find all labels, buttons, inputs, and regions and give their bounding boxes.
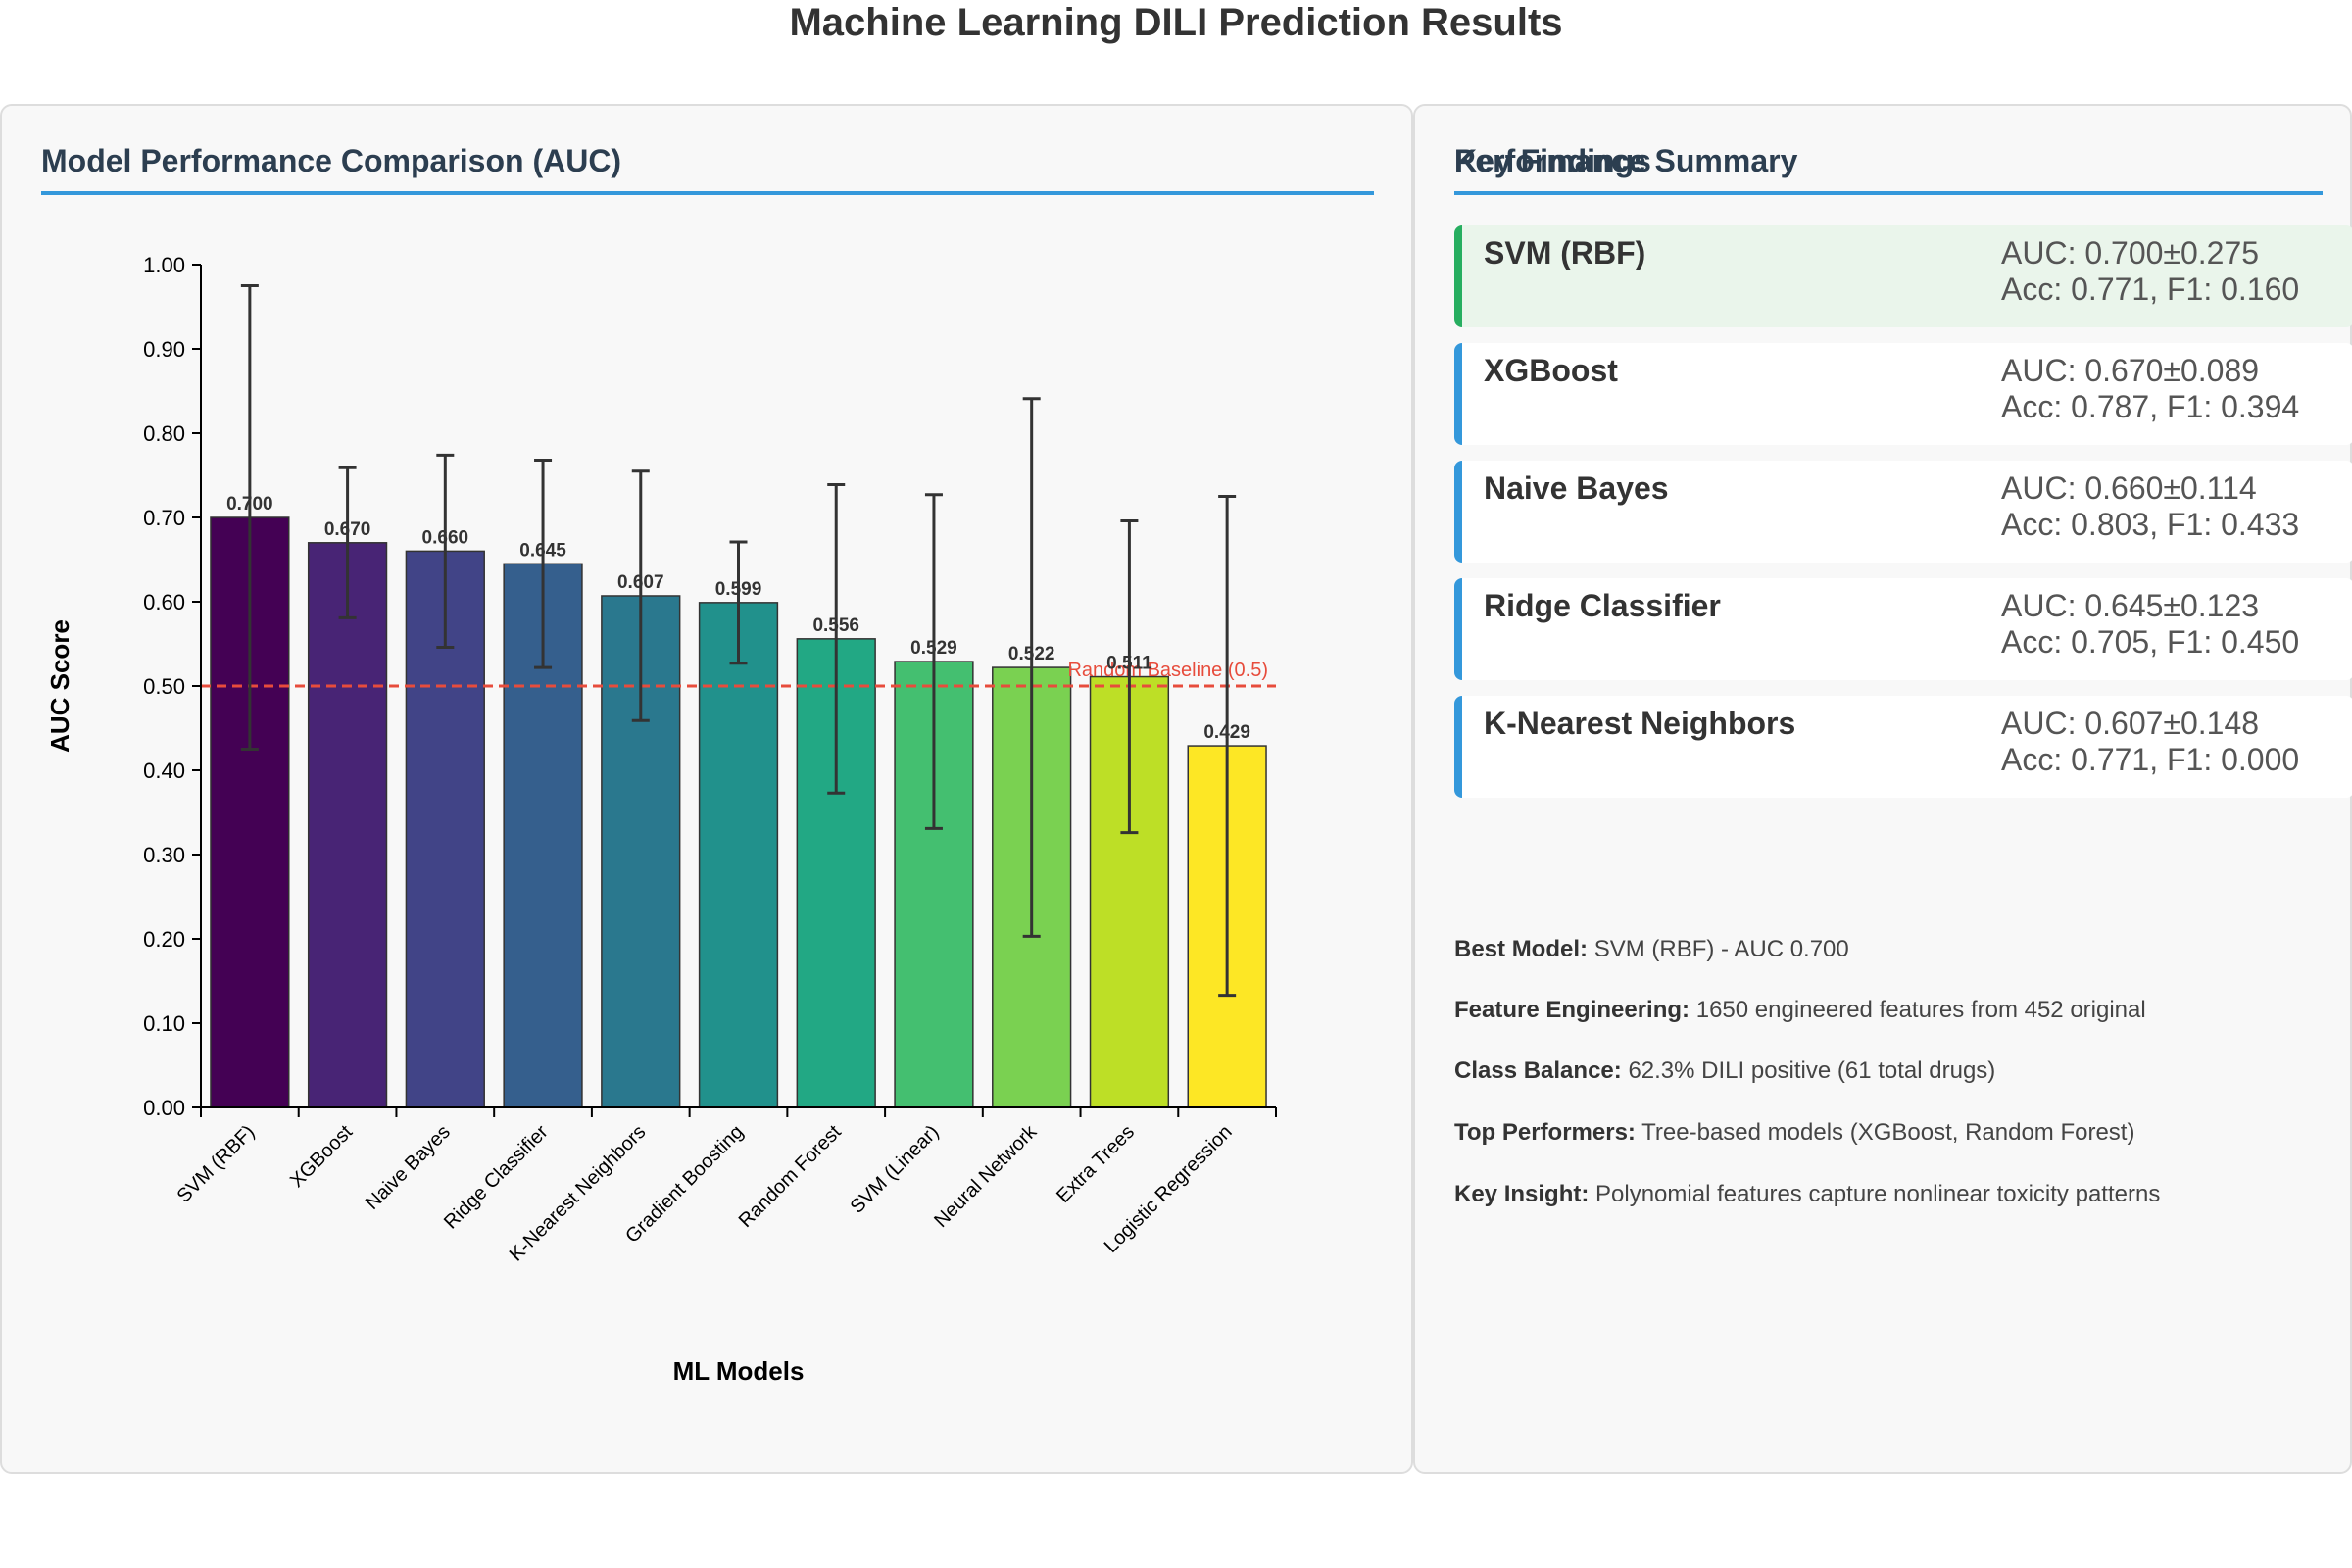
summary-card-auc: AUC: 0.607±0.148 xyxy=(2001,706,2260,741)
summary-card-model-name: Ridge Classifier xyxy=(1484,588,1721,623)
chart-panel: Model Performance Comparison (AUC) Rando… xyxy=(0,104,1413,1474)
finding-text: Polynomial features capture nonlinear to… xyxy=(1595,1181,2161,1207)
bar-value-label: 0.429 xyxy=(1203,722,1250,743)
summary-card-auc: AUC: 0.660±0.114 xyxy=(2001,470,2257,506)
bar-value-label: 0.645 xyxy=(519,540,566,561)
finding-text: 62.3% DILI positive (61 total drugs) xyxy=(1628,1057,1996,1084)
x-tick-label: XGBoost xyxy=(286,1121,357,1192)
summary-card-k-nearest-neighbors: K-Nearest Neighbors AUC: 0.607±0.148 Acc… xyxy=(1454,696,2352,798)
summary-card-auc: AUC: 0.700±0.275 xyxy=(2001,235,2260,270)
y-tick-label: 0.10 xyxy=(143,1011,185,1036)
y-tick-label: 0.70 xyxy=(143,506,185,530)
summary-card-acc-f1: Acc: 0.787, F1: 0.394 xyxy=(2001,389,2300,424)
summary-card-auc: AUC: 0.645±0.123 xyxy=(2001,588,2260,623)
x-tick-label: SVM (RBF) xyxy=(173,1121,260,1207)
bar-value-label: 0.607 xyxy=(617,572,664,593)
finding-class-balance: Class Balance: 62.3% DILI positive (61 t… xyxy=(1454,1056,2317,1086)
summary-card-acc-f1: Acc: 0.771, F1: 0.160 xyxy=(2001,271,2300,307)
summary-card-model-name: K-Nearest Neighbors xyxy=(1484,706,1796,741)
summary-card-naive-bayes: Naive Bayes AUC: 0.660±0.114 Acc: 0.803,… xyxy=(1454,461,2352,563)
bar-value-label: 0.511 xyxy=(1106,654,1152,674)
summary-card-ridge-classifier: Ridge Classifier AUC: 0.645±0.123 Acc: 0… xyxy=(1454,578,2352,680)
finding-text: SVM (RBF) - AUC 0.700 xyxy=(1593,936,1849,962)
finding-label: Top Performers: xyxy=(1454,1119,1636,1146)
y-tick-label: 0.90 xyxy=(143,337,185,362)
x-axis-title: ML Models xyxy=(673,1356,805,1386)
summary-card-metrics: AUC: 0.660±0.114 Acc: 0.803, F1: 0.433 xyxy=(2001,470,2299,543)
bar-value-label: 0.529 xyxy=(910,638,957,659)
summary-card-metrics: AUC: 0.670±0.089 Acc: 0.787, F1: 0.394 xyxy=(2001,353,2299,425)
bar xyxy=(698,602,779,1108)
x-tick-label: SVM (Linear) xyxy=(847,1121,944,1218)
bar-value-label: 0.556 xyxy=(812,615,859,636)
x-tick-label: Naive Bayes xyxy=(362,1121,455,1214)
bar-value-label: 0.660 xyxy=(422,527,469,548)
x-tick-label: Ridge Classifier xyxy=(440,1121,553,1234)
summary-card-metrics: AUC: 0.607±0.148 Acc: 0.771, F1: 0.000 xyxy=(2001,706,2299,778)
y-axis-title: AUC Score xyxy=(45,619,74,753)
finding-key-insight: Key Insight: Polynomial features capture… xyxy=(1454,1180,2317,1209)
summary-card-acc-f1: Acc: 0.803, F1: 0.433 xyxy=(2001,507,2300,542)
finding-top-performers: Top Performers: Tree-based models (XGBoo… xyxy=(1454,1118,2317,1148)
chart-panel-heading: Model Performance Comparison (AUC) xyxy=(41,143,1374,195)
y-tick-label: 0.20 xyxy=(143,927,185,952)
key-findings-heading: Key Findings xyxy=(1454,143,2323,195)
y-tick-label: 0.50 xyxy=(143,674,185,699)
summary-card-metrics: AUC: 0.700±0.275 Acc: 0.771, F1: 0.160 xyxy=(2001,235,2299,308)
finding-feature-engineering: Feature Engineering: 1650 engineered fea… xyxy=(1454,996,2317,1025)
summary-card-auc: AUC: 0.670±0.089 xyxy=(2001,353,2260,388)
finding-label: Feature Engineering: xyxy=(1454,997,1690,1023)
finding-label: Key Insight: xyxy=(1454,1181,1590,1207)
summary-card-svm-rbf: SVM (RBF) AUC: 0.700±0.275 Acc: 0.771, F… xyxy=(1454,225,2352,327)
summary-card-acc-f1: Acc: 0.705, F1: 0.450 xyxy=(2001,624,2300,660)
random-baseline-label: Random Baseline (0.5) xyxy=(1067,660,1268,681)
finding-text: Tree-based models (XGBoost, Random Fores… xyxy=(1642,1119,2135,1146)
page-title: Machine Learning DILI Prediction Results xyxy=(789,1,1563,44)
summary-card-xgboost: XGBoost AUC: 0.670±0.089 Acc: 0.787, F1:… xyxy=(1454,343,2352,445)
summary-card-model-name: SVM (RBF) xyxy=(1484,235,1646,270)
bar-value-label: 0.522 xyxy=(1008,644,1055,664)
x-tick-label: Neural Network xyxy=(930,1120,1042,1232)
bar-value-label: 0.670 xyxy=(324,519,371,540)
bar xyxy=(307,542,388,1108)
summary-card-metrics: AUC: 0.645±0.123 Acc: 0.705, F1: 0.450 xyxy=(2001,588,2299,661)
finding-text: 1650 engineered features from 452 origin… xyxy=(1695,997,2146,1023)
y-tick-label: 0.00 xyxy=(143,1096,185,1120)
x-tick-label: Random Forest xyxy=(735,1121,846,1232)
x-tick-label: Extra Trees xyxy=(1053,1121,1139,1207)
summary-card-acc-f1: Acc: 0.771, F1: 0.000 xyxy=(2001,742,2300,777)
bar-value-label: 0.599 xyxy=(715,579,762,600)
y-tick-label: 0.60 xyxy=(143,590,185,614)
summary-card-model-name: Naive Bayes xyxy=(1484,470,1669,506)
bar-value-label: 0.700 xyxy=(226,494,273,514)
summary-panel: Performance Summary SVM (RBF) AUC: 0.700… xyxy=(1413,104,2352,1474)
finding-label: Best Model: xyxy=(1454,936,1589,962)
summary-card-model-name: XGBoost xyxy=(1484,353,1618,388)
finding-best-model: Best Model: SVM (RBF) - AUC 0.700 xyxy=(1454,935,2317,964)
y-tick-label: 1.00 xyxy=(143,253,185,277)
finding-label: Class Balance: xyxy=(1454,1057,1622,1084)
y-tick-label: 0.40 xyxy=(143,759,185,783)
y-tick-label: 0.80 xyxy=(143,421,185,446)
y-tick-label: 0.30 xyxy=(143,843,185,867)
auc-bar-chart: Random Baseline (0.5) 0.700 0.670 0.660 0.64… xyxy=(45,253,1277,1386)
